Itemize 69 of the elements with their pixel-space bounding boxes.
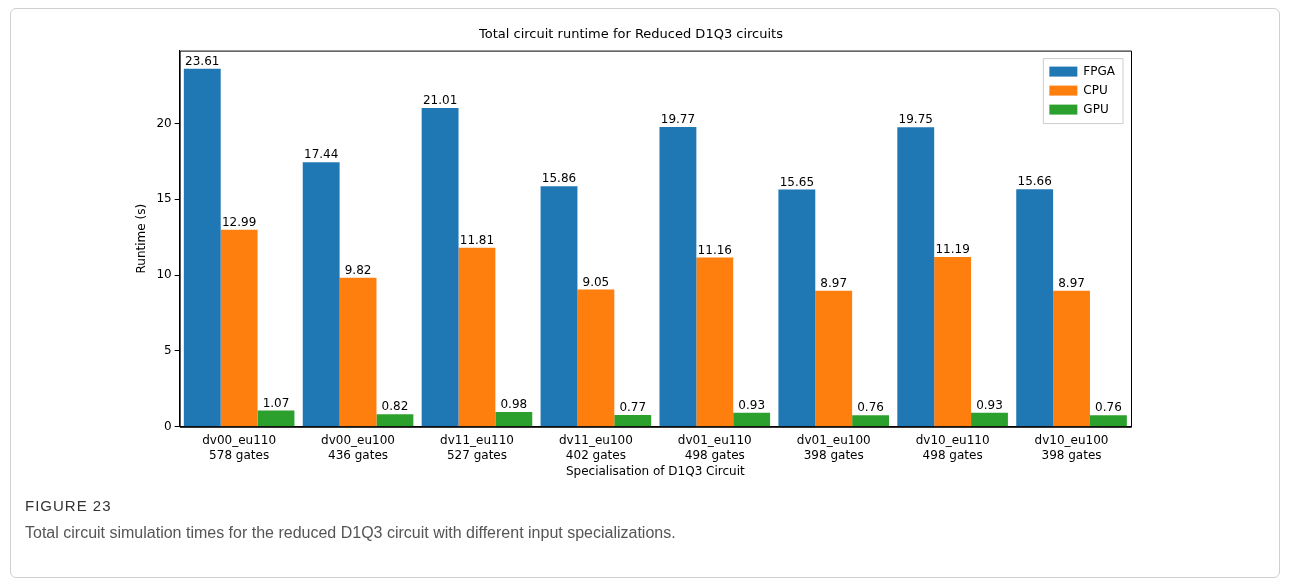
- data-label: 15.65: [779, 174, 815, 189]
- bar: [934, 257, 972, 427]
- data-label: 0.93: [976, 397, 1003, 412]
- bar: [577, 289, 615, 427]
- legend-label: FPGA: [1083, 63, 1116, 78]
- bar: [971, 412, 1008, 427]
- text: Total circuit simulation times for the reduced D1Q3 circuit with different input specializations.: [25, 524, 676, 542]
- x-tick-label: dv01_eu100 398 gates: [796, 433, 871, 462]
- data-label: 0.98: [500, 397, 528, 412]
- bar: [302, 162, 340, 427]
- y-axis-title: Runtime (s): [134, 203, 149, 274]
- legend-label: GPU: [1083, 101, 1109, 116]
- y-tick-label: 20: [156, 115, 172, 130]
- y-tick-label: 15: [156, 191, 172, 206]
- y-tick-label: 0: [164, 418, 172, 433]
- data-label: 15.86: [541, 171, 577, 186]
- y-tick-label: 10: [156, 267, 172, 282]
- bar: [1016, 189, 1054, 427]
- data-label: 19.77: [660, 112, 696, 127]
- x-tick-label: dv11_eu110 527 gates: [440, 433, 514, 462]
- legend-label: CPU: [1083, 82, 1108, 97]
- bar: [696, 257, 734, 427]
- x-axis-title: Specialisation of D1Q3 Circuit: [565, 463, 745, 478]
- bar: [852, 415, 890, 427]
- data-label: 9.05: [582, 274, 610, 289]
- bar: [183, 68, 221, 427]
- bar: [220, 229, 258, 427]
- x-tick-label: dv11_eu100 402 gates: [558, 433, 633, 462]
- bar: [897, 127, 935, 427]
- x-tick-label: dv00_eu110 578 gates: [202, 433, 277, 462]
- data-label: 8.97: [820, 275, 848, 290]
- data-label: 0.76: [857, 400, 884, 415]
- bar: [1053, 290, 1090, 427]
- data-label: 12.99: [221, 214, 257, 229]
- bar: [815, 290, 853, 427]
- bar: [540, 186, 578, 427]
- bar: [733, 412, 771, 427]
- data-label: 19.75: [898, 112, 933, 127]
- data-label: 15.66: [1017, 174, 1052, 189]
- data-label: 0.93: [738, 397, 766, 412]
- data-label: 17.44: [304, 147, 339, 162]
- bar: [614, 415, 652, 427]
- x-tick-label: dv01_eu110 498 gates: [677, 433, 752, 462]
- caption: FIGURE 23: [25, 497, 112, 514]
- bar: [376, 414, 414, 427]
- data-label: 0.82: [381, 399, 409, 414]
- bar: [659, 126, 697, 427]
- data-label: 9.82: [344, 262, 372, 277]
- y-tick-label: 5: [164, 343, 172, 358]
- bar: [1089, 415, 1127, 427]
- data-label: 11.81: [459, 232, 495, 247]
- x-tick-label: dv00_eu100 436 gates: [321, 433, 395, 462]
- data-label: 21.01: [422, 93, 458, 108]
- bar: [458, 247, 496, 427]
- data-label: 23.61: [185, 53, 220, 68]
- data-label: 0.77: [619, 400, 647, 415]
- bar: [495, 411, 533, 427]
- data-label: 11.16: [697, 242, 732, 257]
- data-label: 0.76: [1095, 400, 1122, 415]
- bar: [421, 108, 459, 427]
- data-label: 1.07: [262, 395, 290, 410]
- x-tick-label: dv10_eu110 498 gates: [915, 433, 990, 462]
- chart-title: Total circuit runtime for Reduced D1Q3 circuits: [478, 26, 784, 42]
- x-tick-label: dv10_eu100 398 gates: [1034, 433, 1109, 462]
- bar: [778, 189, 816, 427]
- data-label: 11.19: [935, 242, 970, 257]
- data-label: 8.97: [1058, 275, 1085, 290]
- bar: [339, 277, 377, 427]
- bar: [257, 410, 295, 427]
